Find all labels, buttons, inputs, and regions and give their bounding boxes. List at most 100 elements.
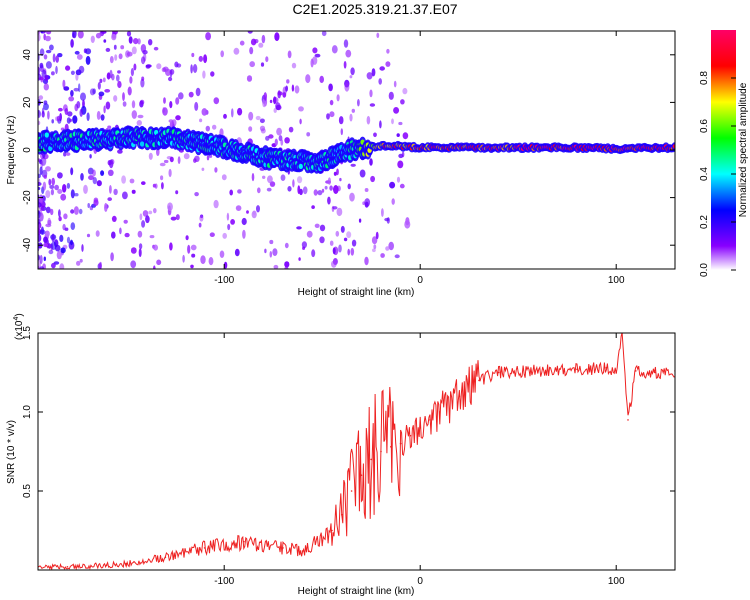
heatmap-noise-cell xyxy=(95,32,102,39)
heatmap-noise-cell xyxy=(378,78,383,85)
heatmap-noise-cell xyxy=(265,56,269,63)
heatmap-noise-cell xyxy=(269,239,274,245)
heatmap-noise-cell xyxy=(402,87,408,95)
heatmap-noise-cell xyxy=(126,51,133,57)
heatmap-noise-cell xyxy=(194,101,199,111)
heatmap-noise-cell xyxy=(284,266,289,269)
heatmap-noise-cell xyxy=(259,118,265,124)
heatmap-noise-cell xyxy=(159,162,166,167)
snr-data-point xyxy=(399,442,402,445)
heatmap-noise-cell xyxy=(148,210,153,215)
heatmap-noise-cell xyxy=(70,167,74,176)
heatmap-noise-cell xyxy=(209,232,215,237)
heatmap-noise-cell xyxy=(116,74,120,82)
heatmap-noise-cell xyxy=(74,50,80,55)
heatmap-noise-cell xyxy=(366,115,371,125)
heatmap-noise-cell xyxy=(137,230,143,238)
heatmap-noise-cell xyxy=(45,61,52,69)
heatmap-noise-cell xyxy=(57,53,63,58)
heatmap-noise-cell xyxy=(111,33,117,41)
heatmap-noise-cell xyxy=(198,222,202,228)
heatmap-noise-cell xyxy=(393,107,400,114)
heatmap-noise-cell xyxy=(333,171,337,176)
heatmap-noise-cell xyxy=(287,50,292,59)
heatmap-noise-cell xyxy=(381,208,384,217)
heatmap-noise-cell xyxy=(70,90,74,97)
heatmap-noise-cell xyxy=(63,213,68,220)
heatmap-noise-cell xyxy=(297,176,303,184)
heatmap-noise-cell xyxy=(190,244,197,251)
heatmap-noise-cell xyxy=(276,127,282,136)
heatmap-noise-cell xyxy=(100,114,105,121)
heatmap-noise-cell xyxy=(169,69,175,75)
heatmap-noise-cell xyxy=(92,177,98,185)
heatmap-noise-cell xyxy=(88,175,94,181)
heatmap-noise-cell xyxy=(41,111,45,118)
heatmap-noise-cell xyxy=(347,248,351,256)
heatmap-noise-cell xyxy=(105,47,111,52)
heatmap-noise-cell xyxy=(39,48,45,56)
snr-data-point xyxy=(380,450,382,453)
heatmap-noise-cell xyxy=(178,92,184,100)
heatmap-noise-cell xyxy=(397,160,404,169)
heatmap-noise-cell xyxy=(364,198,371,207)
heatmap-noise-cell xyxy=(73,206,79,215)
heatmap-noise-cell xyxy=(339,177,342,182)
heatmap-noise-cell xyxy=(246,75,253,82)
figure-title: C2E1.2025.319.21.37.E07 xyxy=(292,1,457,17)
heatmap-noise-cell xyxy=(111,215,117,222)
snr-data-point xyxy=(478,379,480,382)
heatmap-noise-cell xyxy=(50,208,54,216)
heatmap-noise-cell xyxy=(54,184,59,191)
heatmap-noise-cell xyxy=(38,234,42,242)
heatmap-noise-cell xyxy=(264,248,267,254)
heatmap-noise-cell xyxy=(39,266,45,269)
heatmap-noise-cell xyxy=(129,76,133,84)
heatmap-noise-cell xyxy=(391,118,394,125)
heatmap-noise-cell xyxy=(141,56,146,65)
heatmap-noise-cell xyxy=(319,75,325,83)
heatmap-noise-cell xyxy=(347,183,351,190)
heatmap-noise-cell xyxy=(338,116,344,125)
snr-xtick-label: 100 xyxy=(608,576,625,587)
heatmap-noise-cell xyxy=(47,110,50,120)
spectrogram-xtick-label: 100 xyxy=(608,275,625,286)
heatmap-noise-cell xyxy=(248,126,253,132)
heatmap-noise-cell xyxy=(92,169,96,177)
heatmap-noise-cell xyxy=(396,176,401,183)
heatmap-noise-cell xyxy=(311,249,316,258)
heatmap-noise-cell xyxy=(168,76,173,82)
heatmap-noise-cell xyxy=(38,120,41,126)
heatmap-noise-cell xyxy=(40,31,44,34)
heatmap-noise-cell xyxy=(39,229,46,235)
heatmap-noise-cell xyxy=(267,175,273,184)
snr-multiplier-close: ) xyxy=(14,313,25,316)
snr-data-point xyxy=(331,529,333,532)
snr-ylabel: SNR (10 * v/v) xyxy=(6,420,17,484)
heatmap-noise-cell xyxy=(294,85,300,94)
heatmap-noise-cell xyxy=(317,190,323,196)
heatmap-noise-cell xyxy=(371,68,376,77)
heatmap-noise-cell xyxy=(201,167,205,171)
snr-xtick-label: 0 xyxy=(417,576,423,587)
heatmap-noise-cell xyxy=(185,235,189,241)
heatmap-noise-cell xyxy=(182,254,185,263)
heatmap-noise-cell xyxy=(131,100,136,109)
heatmap-noise-cell xyxy=(118,53,123,60)
heatmap-noise-cell xyxy=(301,241,307,249)
heatmap-peak-cell xyxy=(44,132,49,138)
heatmap-noise-cell xyxy=(117,80,122,89)
heatmap-noise-cell xyxy=(122,101,127,107)
heatmap-noise-cell xyxy=(38,218,41,225)
heatmap-noise-cell xyxy=(326,113,330,120)
heatmap-noise-cell xyxy=(79,258,83,263)
heatmap-noise-cell xyxy=(385,246,390,251)
heatmap-noise-cell xyxy=(331,260,337,268)
heatmap-noise-cell xyxy=(194,155,200,162)
heatmap-noise-cell xyxy=(59,263,65,269)
heatmap-noise-cell xyxy=(98,91,105,97)
heatmap-noise-cell xyxy=(210,71,215,77)
heatmap-noise-cell xyxy=(137,38,141,45)
heatmap-noise-cell xyxy=(67,111,73,117)
